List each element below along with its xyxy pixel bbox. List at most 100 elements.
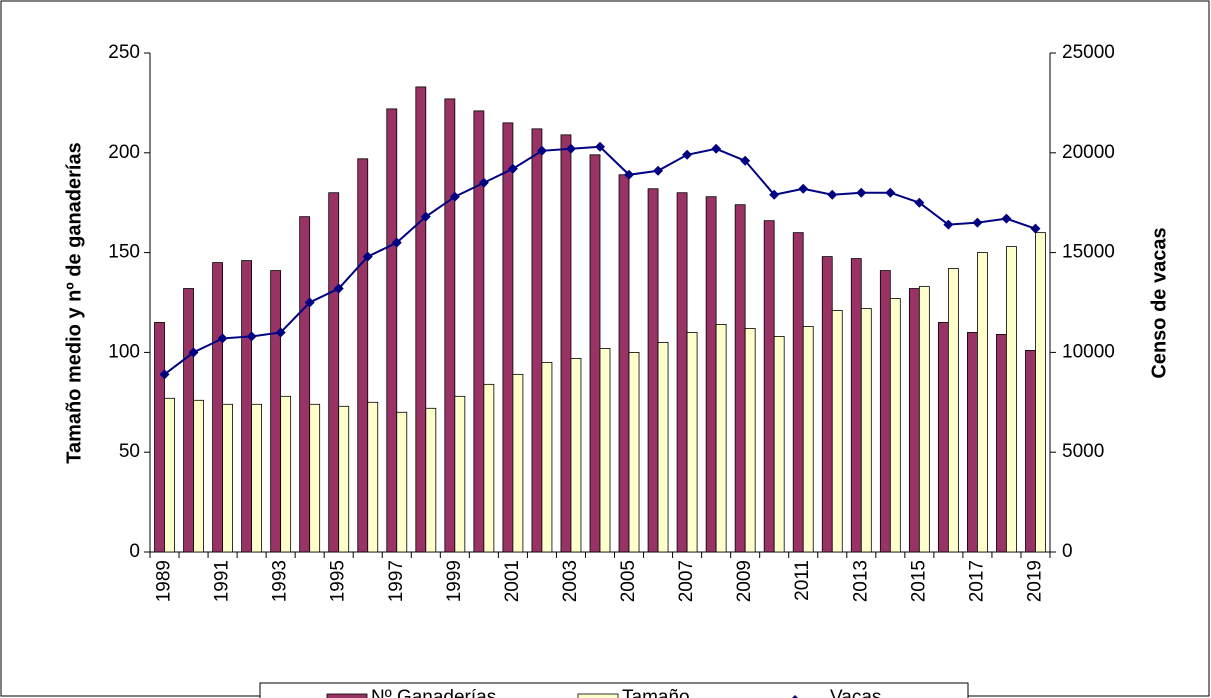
bar [386, 108, 398, 553]
bar [821, 256, 833, 553]
bar [193, 399, 204, 553]
marker [449, 191, 460, 202]
y2-tick-label: 25000 [1062, 42, 1115, 63]
marker [159, 369, 170, 380]
bar [831, 310, 843, 553]
bar [473, 110, 485, 553]
marker [914, 197, 925, 208]
bar [183, 288, 194, 553]
x-tick-label: 2005 [618, 560, 639, 602]
bar [531, 128, 543, 553]
y2-tick-label: 15000 [1062, 242, 1115, 263]
y2-tick-label: 5000 [1062, 441, 1104, 462]
y-axis-title: Tamaño medio y nº de ganaderías [63, 142, 85, 463]
marker [188, 347, 199, 358]
bar [657, 342, 669, 553]
marker [420, 211, 431, 222]
bar [918, 286, 930, 553]
bar [802, 326, 814, 553]
marker [769, 189, 780, 200]
legend-swatch [577, 693, 619, 698]
bar [560, 134, 572, 553]
x-tick-label: 2015 [908, 560, 929, 602]
marker [565, 143, 576, 154]
marker [624, 169, 635, 180]
marker [1030, 223, 1041, 234]
marker [536, 145, 547, 156]
bar [589, 154, 601, 553]
bar [1035, 232, 1046, 553]
legend-label: Vacas [830, 687, 881, 698]
x-tick-label: 2001 [502, 560, 523, 602]
bar [270, 270, 282, 553]
bar [599, 348, 611, 553]
marker [856, 187, 867, 198]
y-tick-label: 0 [129, 541, 140, 562]
bar [860, 308, 872, 553]
bar [947, 268, 959, 553]
bar [425, 407, 437, 553]
marker [246, 331, 257, 342]
bar [367, 401, 379, 553]
marker [885, 187, 896, 198]
bar [937, 322, 949, 553]
marker [333, 283, 344, 294]
bar [763, 220, 775, 553]
x-tick-label: 1991 [212, 560, 233, 602]
bar [338, 405, 350, 553]
x-tick-label: 1995 [328, 560, 349, 602]
marker [362, 251, 373, 262]
bar [512, 373, 524, 553]
bar [251, 403, 263, 553]
bar [299, 216, 311, 553]
bar [705, 196, 717, 553]
bar [889, 298, 901, 553]
x-tick-label: 2009 [734, 560, 755, 602]
marker [217, 333, 228, 344]
marker [304, 297, 315, 308]
bar [415, 86, 427, 553]
bar [164, 397, 175, 553]
marker [682, 149, 693, 160]
bar [1025, 350, 1036, 553]
y-tick-label: 50 [119, 441, 140, 462]
bar [541, 361, 553, 553]
bar [628, 351, 640, 553]
legend-box [259, 682, 969, 698]
y2-tick-label: 20000 [1062, 142, 1115, 163]
marker [740, 155, 751, 166]
x-tick-label: 2003 [560, 560, 581, 602]
bar [154, 322, 165, 553]
bar [744, 328, 756, 553]
bar [222, 403, 233, 553]
marker [711, 143, 722, 154]
bar [280, 395, 292, 553]
y-tick-label: 150 [108, 242, 140, 263]
bar [715, 324, 727, 553]
x-tick-label: 1997 [386, 560, 407, 602]
bar [686, 332, 698, 553]
marker [595, 141, 605, 152]
marker [943, 219, 954, 230]
marker [478, 177, 489, 188]
y2-tick-label: 0 [1062, 541, 1073, 562]
x-tick-label: 2013 [850, 560, 871, 602]
legend-swatch [326, 693, 368, 698]
y-tick-label: 200 [108, 142, 140, 163]
legend-marker [792, 695, 798, 698]
bar [850, 258, 862, 553]
x-tick-label: 1999 [444, 560, 465, 602]
x-tick-label: 2019 [1024, 560, 1045, 602]
bar [444, 98, 456, 553]
bar [309, 403, 321, 553]
y2-axis-title: Censo de vacas [1148, 227, 1170, 378]
y2-tick-label: 10000 [1062, 341, 1115, 362]
legend-label: Nº Ganaderías [371, 687, 496, 698]
bar [618, 174, 630, 553]
x-tick-label: 2017 [966, 560, 987, 602]
bar [502, 122, 514, 553]
x-tick-label: 1993 [270, 560, 291, 602]
bar [454, 395, 466, 553]
bar [734, 204, 746, 553]
